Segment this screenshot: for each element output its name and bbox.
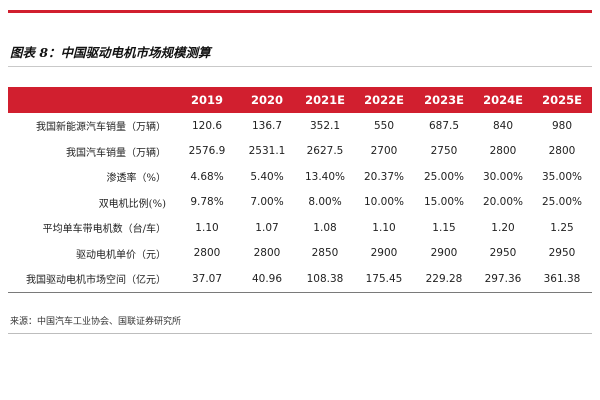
market-size-table: 2019 2020 2021E 2022E 2023E 2024E 2025E … [8,87,592,293]
table-cell: 1.08 [313,221,337,234]
header-cell-2023e: 2023E [414,87,474,113]
table-cell: 2800 [193,247,221,260]
table-row: 我国新能源汽车销量（万辆） 120.6 136.7 352.1 550 687.… [8,113,592,139]
row-label-motor-unit-price: 驱动电机单价（元） [76,249,166,261]
table-cell: 37.07 [176,266,238,293]
row-label-nev-sales: 我国新能源汽车销量（万辆） [36,122,166,134]
table-cell: 8.00% [308,196,342,209]
header-cell-2021e: 2021E [296,87,354,113]
table-cell: 4.68% [190,170,224,183]
table-cell: 30.00% [482,170,524,183]
row-label-market-space: 我国驱动电机市场空间（亿元） [8,266,176,293]
table-cell: 2800 [489,145,517,158]
header-cell-2025e: 2025E [532,87,592,113]
table-cell: 7.00% [250,196,284,209]
table-cell: 13.40% [304,170,346,183]
table-cell: 1.15 [432,221,456,234]
table-cell: 40.96 [238,266,296,293]
row-label-dual-motor-ratio: 双电机比例(%) [98,198,166,210]
table-cell: 2950 [548,247,576,260]
table-cell: 980 [551,119,573,132]
table-cell: 2627.5 [306,145,344,158]
table-row: 我国驱动电机市场空间（亿元） 37.07 40.96 108.38 175.45… [8,266,592,293]
table-cell: 2900 [370,247,398,260]
table-cell: 20.00% [482,196,524,209]
caption-divider [8,66,592,67]
bottom-divider [8,333,592,334]
table-cell: 2700 [370,145,398,158]
table-cell: 1.10 [195,221,219,234]
table-cell: 2800 [548,145,576,158]
table-cell: 687.5 [428,119,460,132]
header-cell-2019: 2019 [176,87,238,113]
table-cell: 1.07 [255,221,279,234]
table-cell: 136.7 [251,119,283,132]
table-cell: 297.36 [474,266,532,293]
header-cell-empty [8,87,176,113]
table-cell: 15.00% [423,196,465,209]
table-cell: 2576.9 [188,145,226,158]
table-row: 驱动电机单价（元） 2800 2800 2850 2900 2900 2950 … [8,241,592,267]
table-cell: 10.00% [363,196,405,209]
source-note: 来源：中国汽车工业协会、国联证券研究所 [10,317,182,327]
table-row: 渗透率（%） 4.68% 5.40% 13.40% 20.37% 25.00% … [8,164,592,190]
table-cell: 1.20 [491,221,515,234]
top-accent-rule [8,10,592,13]
table-cell: 5.40% [250,170,284,183]
row-label-motors-per-vehicle: 平均单车带电机数（台/车） [42,224,166,236]
header-cell-2022e: 2022E [354,87,414,113]
table-cell: 2531.1 [248,145,286,158]
table-cell: 108.38 [296,266,354,293]
figure-caption: 图表 8：中国驱动电机市场规模测算 [10,45,211,60]
table-cell: 20.37% [363,170,405,183]
row-label-auto-sales: 我国汽车销量（万辆） [66,147,166,159]
header-cell-2024e: 2024E [474,87,532,113]
table-cell: 1.10 [372,221,396,234]
table-cell: 2850 [311,247,339,260]
table-cell: 175.45 [354,266,414,293]
table-cell: 2800 [253,247,281,260]
table-cell: 2900 [430,247,458,260]
header-cell-2020: 2020 [238,87,296,113]
table-cell: 2750 [430,145,458,158]
table-cell: 25.00% [423,170,465,183]
table-cell: 229.28 [414,266,474,293]
table-cell: 9.78% [190,196,224,209]
table-cell: 840 [492,119,514,132]
table-cell: 2950 [489,247,517,260]
table-cell: 35.00% [541,170,583,183]
table-row: 我国汽车销量（万辆） 2576.9 2531.1 2627.5 2700 275… [8,139,592,165]
table-cell: 120.6 [191,119,223,132]
table-cell: 352.1 [309,119,341,132]
table-row: 双电机比例(%) 9.78% 7.00% 8.00% 10.00% 15.00%… [8,190,592,216]
table-cell: 25.00% [541,196,583,209]
table-header-row: 2019 2020 2021E 2022E 2023E 2024E 2025E [8,87,592,113]
table-cell: 550 [373,119,395,132]
row-label-penetration: 渗透率（%） [106,173,166,185]
table-row: 平均单车带电机数（台/车） 1.10 1.07 1.08 1.10 1.15 1… [8,215,592,241]
table-cell: 1.25 [550,221,574,234]
table-cell: 361.38 [532,266,592,293]
